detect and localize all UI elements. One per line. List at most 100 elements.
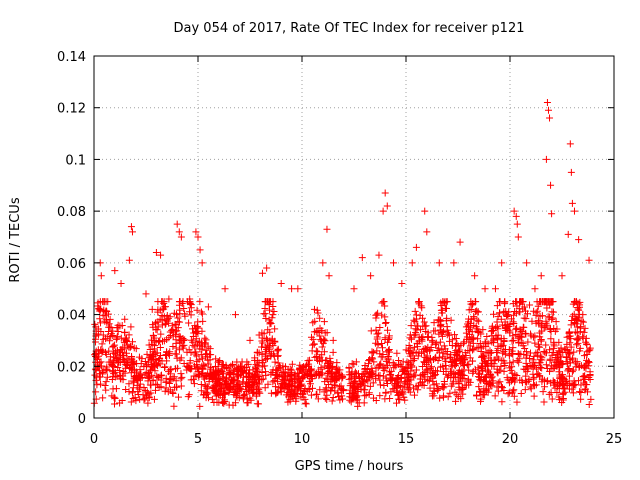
background-point bbox=[531, 382, 539, 390]
background-point bbox=[519, 323, 527, 331]
background-point bbox=[566, 339, 574, 347]
background-point bbox=[328, 397, 336, 405]
background-point bbox=[541, 383, 549, 391]
background-point bbox=[538, 354, 546, 362]
data-point bbox=[288, 285, 296, 293]
background-point bbox=[94, 299, 102, 307]
background-point bbox=[411, 391, 419, 399]
background-point bbox=[145, 369, 153, 377]
background-point bbox=[434, 316, 442, 324]
background-point bbox=[576, 347, 584, 355]
background-point bbox=[556, 374, 564, 382]
background-point bbox=[494, 387, 502, 395]
background-point bbox=[222, 363, 230, 371]
background-point bbox=[491, 392, 499, 400]
background-point bbox=[565, 332, 573, 340]
background-point bbox=[306, 356, 314, 364]
background-point bbox=[193, 324, 201, 332]
background-point bbox=[251, 363, 259, 371]
background-point bbox=[558, 380, 566, 388]
background-point bbox=[329, 374, 337, 382]
background-point bbox=[131, 373, 139, 381]
background-point bbox=[267, 370, 275, 378]
background-point bbox=[495, 309, 503, 317]
background-point bbox=[559, 384, 567, 392]
background-point bbox=[501, 362, 509, 370]
background-point bbox=[507, 366, 515, 374]
background-point bbox=[294, 369, 302, 377]
background-point bbox=[122, 364, 130, 372]
background-point bbox=[100, 298, 108, 306]
background-point bbox=[187, 376, 195, 384]
background-point bbox=[547, 362, 555, 370]
background-point bbox=[177, 336, 185, 344]
background-point bbox=[127, 323, 135, 331]
background-point bbox=[482, 339, 490, 347]
background-point bbox=[509, 374, 517, 382]
background-point bbox=[109, 385, 117, 393]
background-point bbox=[488, 338, 496, 346]
grid-lines bbox=[94, 56, 614, 418]
data-point bbox=[421, 207, 429, 215]
background-point bbox=[552, 318, 560, 326]
background-point bbox=[525, 354, 533, 362]
background-point bbox=[534, 302, 542, 310]
background-point bbox=[116, 366, 124, 374]
background-point bbox=[493, 323, 501, 331]
background-point bbox=[482, 349, 490, 357]
background-point bbox=[394, 378, 402, 386]
background-point bbox=[543, 304, 551, 312]
background-point bbox=[258, 363, 266, 371]
background-point bbox=[505, 389, 513, 397]
data-point bbox=[319, 259, 327, 267]
background-point bbox=[513, 371, 521, 379]
background-point bbox=[112, 335, 120, 343]
background-point bbox=[122, 385, 130, 393]
background-point bbox=[329, 363, 337, 371]
background-point bbox=[189, 338, 197, 346]
background-point bbox=[175, 346, 183, 354]
background-point bbox=[295, 373, 303, 381]
background-point bbox=[194, 330, 202, 338]
background-point bbox=[339, 386, 347, 394]
background-point bbox=[336, 366, 344, 374]
background-point bbox=[537, 321, 545, 329]
background-point bbox=[415, 348, 423, 356]
background-point bbox=[303, 370, 311, 378]
background-point bbox=[466, 378, 474, 386]
background-point bbox=[263, 354, 271, 362]
background-point bbox=[284, 389, 292, 397]
background-point bbox=[265, 316, 273, 324]
background-point bbox=[547, 379, 555, 387]
background-point bbox=[198, 310, 206, 318]
background-point bbox=[377, 353, 385, 361]
background-point bbox=[98, 369, 106, 377]
background-point bbox=[361, 362, 369, 370]
background-point bbox=[202, 353, 210, 361]
background-point bbox=[309, 384, 317, 392]
background-point bbox=[505, 379, 513, 387]
data-point bbox=[194, 233, 202, 241]
background-point bbox=[440, 342, 448, 350]
background-point bbox=[503, 324, 511, 332]
background-point bbox=[542, 317, 550, 325]
background-point bbox=[577, 395, 585, 403]
data-point bbox=[543, 99, 551, 107]
x-tick-label: 25 bbox=[606, 432, 623, 447]
background-point bbox=[258, 329, 266, 337]
background-point bbox=[479, 367, 487, 375]
background-point bbox=[193, 357, 201, 365]
data-point bbox=[97, 272, 105, 280]
background-point bbox=[152, 380, 160, 388]
background-point bbox=[376, 381, 384, 389]
background-point bbox=[373, 347, 381, 355]
background-point bbox=[269, 366, 277, 374]
background-point bbox=[266, 320, 274, 328]
data-point bbox=[165, 295, 173, 303]
background-point bbox=[303, 372, 311, 380]
background-point bbox=[533, 365, 541, 373]
data-point bbox=[456, 238, 464, 246]
background-point bbox=[208, 395, 216, 403]
background-point bbox=[483, 332, 491, 340]
background-point bbox=[452, 334, 460, 342]
